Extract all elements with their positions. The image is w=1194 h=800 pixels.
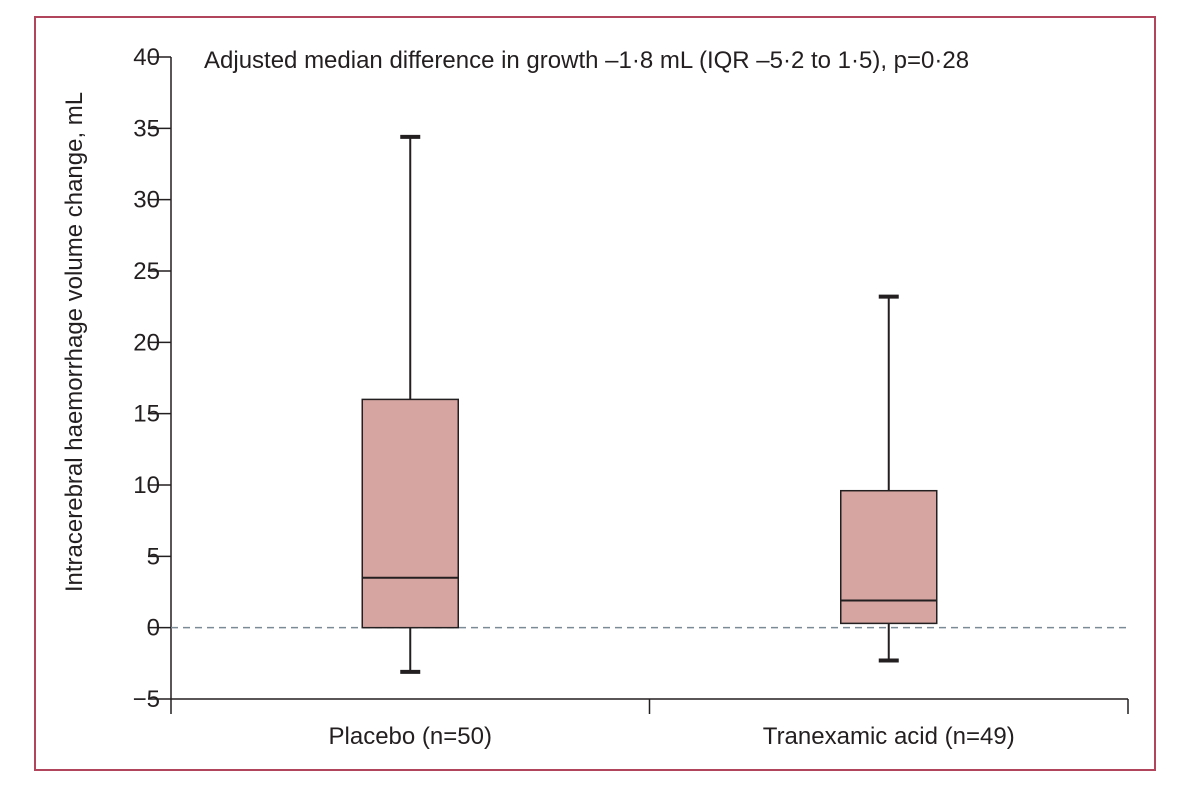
y-tick-label: 5 — [147, 543, 160, 570]
y-tick-label: 10 — [133, 472, 160, 499]
y-tick-label: 15 — [133, 401, 160, 428]
y-axis: 40 35 30 25 20 15 10 5 0 −5 — [133, 44, 172, 713]
box-placebo — [361, 134, 459, 674]
y-tick-label: 30 — [133, 187, 160, 214]
figure-frame — [34, 16, 1156, 771]
y-tick-label: 20 — [133, 329, 160, 356]
y-tick-label: 0 — [147, 615, 160, 642]
box-tranexamic-acid — [840, 294, 938, 663]
x-category-label: Tranexamic acid (n=49) — [763, 723, 1015, 750]
x-axis: Placebo (n=50) Tranexamic acid (n=49) — [170, 698, 1129, 750]
y-tick-label: 25 — [133, 258, 160, 285]
y-tick-label: 40 — [133, 44, 160, 71]
iqr-box — [361, 398, 459, 629]
y-tick-label: 35 — [133, 115, 160, 142]
boxes — [361, 134, 938, 674]
iqr-box — [840, 489, 938, 625]
chart-annotation: Adjusted median difference in growth –1·… — [204, 47, 969, 74]
y-tick-label: −5 — [133, 686, 160, 713]
y-axis-label: Intracerebral haemorrhage volume change,… — [61, 92, 88, 592]
x-category-label: Placebo (n=50) — [329, 723, 492, 750]
